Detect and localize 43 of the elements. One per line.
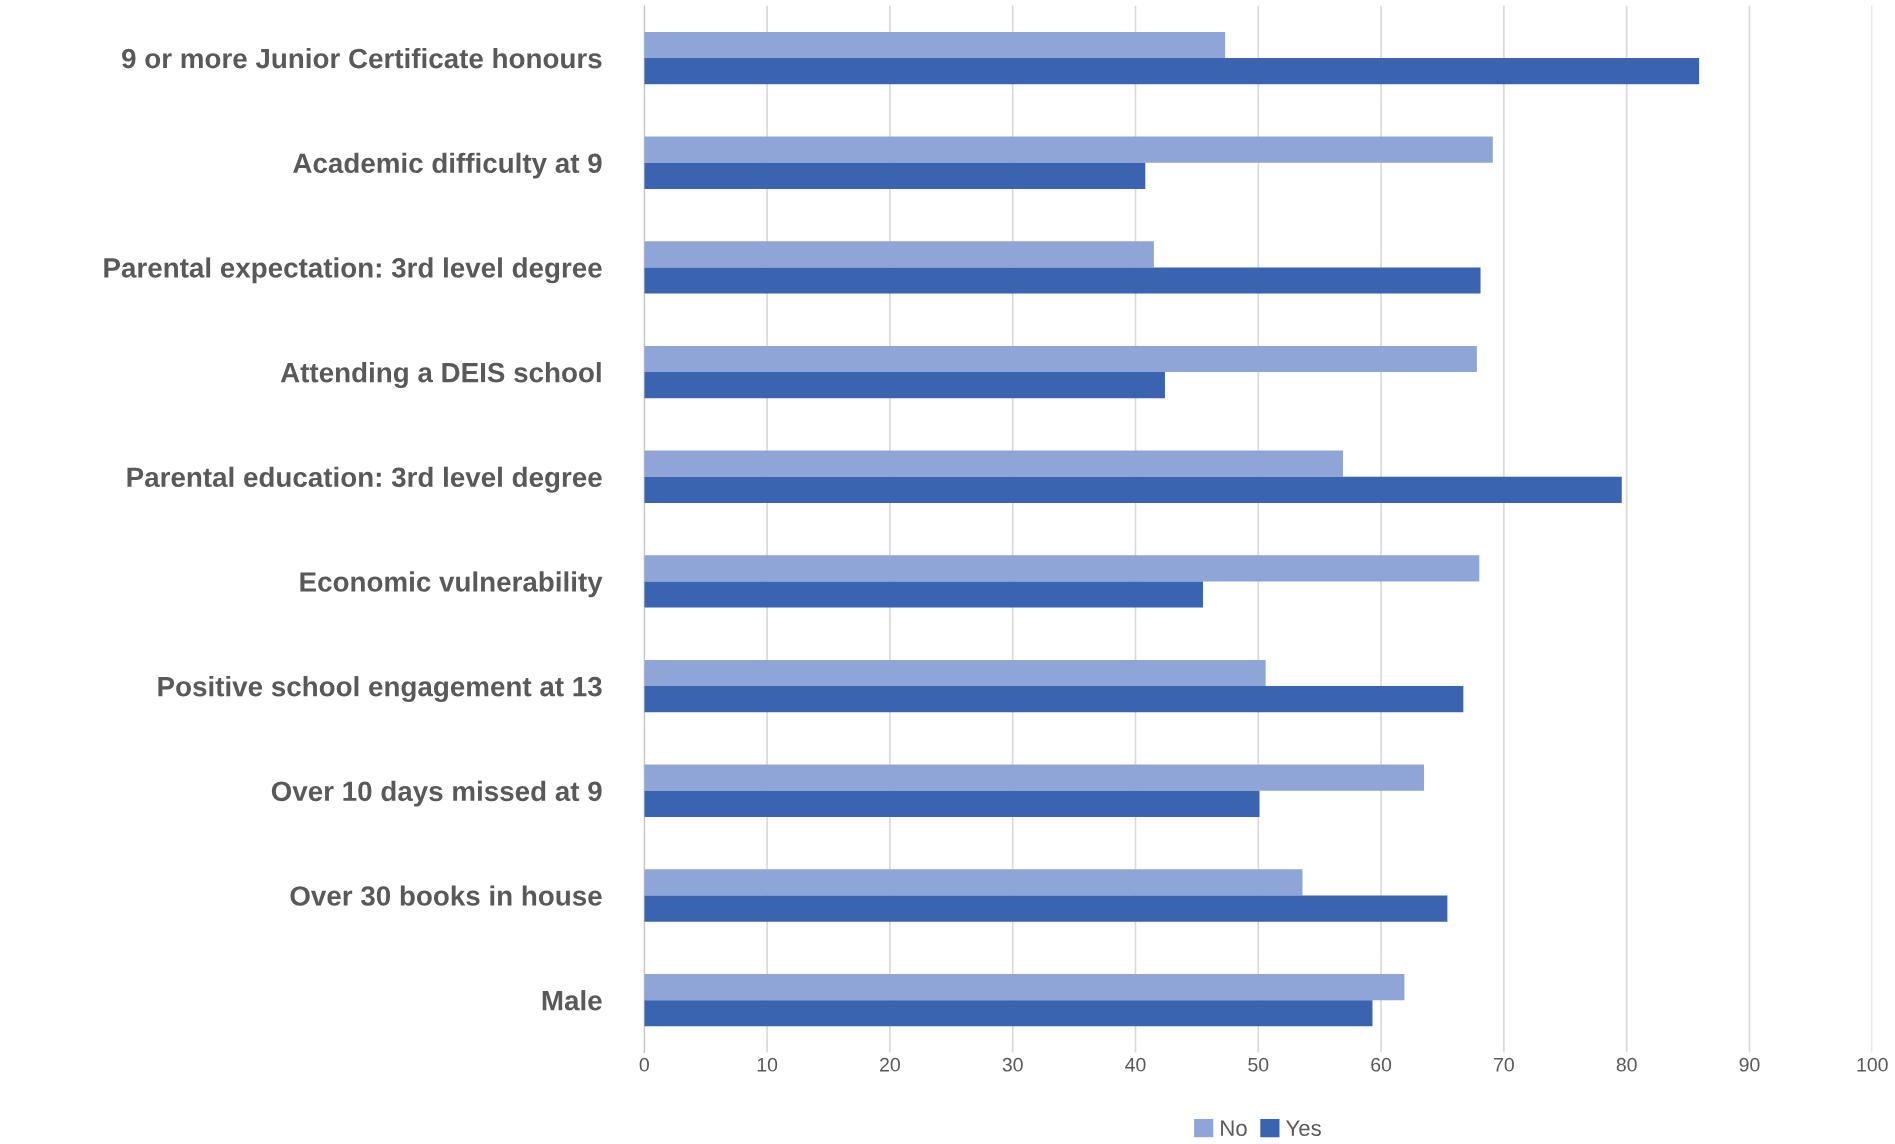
y-tick-label: Economic vulnerability [300, 571, 603, 598]
x-tick-label: 70 [1494, 1057, 1514, 1072]
bar [644, 267, 1481, 294]
bar [644, 58, 1700, 85]
x-tick-label: 20 [880, 1057, 900, 1072]
bar [644, 869, 1303, 896]
y-tick-label: Attending a DEIS school [280, 362, 601, 389]
y-tick-label: Parental education: 3rd level degree [127, 466, 602, 493]
bar [644, 790, 1260, 817]
bar [644, 241, 1154, 268]
bar [644, 659, 1266, 687]
y-tick-label: Male [542, 990, 602, 1011]
bar [644, 764, 1425, 791]
x-tick-label: 80 [1616, 1057, 1637, 1072]
bar [644, 162, 1146, 189]
bar [644, 686, 1464, 713]
y-tick-label: 9 or more Junior Certificate honours [122, 47, 602, 69]
y-tick-label: Over 10 days missed at 9 [271, 780, 602, 807]
y-tick-label: Positive school engagement at 13 [158, 676, 602, 703]
bar [644, 136, 1493, 163]
x-tick-label: 100 [1857, 1057, 1888, 1072]
x-tick-label: 0 [639, 1057, 649, 1072]
x-tick-label: 50 [1248, 1057, 1269, 1072]
x-tick-label: 40 [1125, 1057, 1146, 1072]
bar [644, 345, 1477, 373]
bar [644, 581, 1204, 608]
x-tick-label: 60 [1371, 1057, 1392, 1072]
bar [644, 372, 1165, 399]
legend-label: Yes [1285, 1120, 1321, 1137]
bar [644, 476, 1622, 503]
legend-label: No [1221, 1120, 1247, 1137]
y-tick-label: Academic difficulty at 9 [293, 152, 602, 179]
x-tick-label: 10 [757, 1057, 778, 1072]
y-tick-label: Over 30 books in house [290, 885, 602, 906]
y-tick-label: Parental expectation: 3rd level degree [104, 257, 602, 284]
bar [644, 450, 1344, 477]
x-tick-label: 30 [1002, 1057, 1023, 1072]
bar [644, 895, 1448, 922]
bar [644, 1000, 1373, 1027]
x-tick-label: 90 [1739, 1057, 1760, 1072]
bar [644, 31, 1226, 59]
bar [644, 555, 1480, 582]
bar [644, 973, 1405, 1001]
